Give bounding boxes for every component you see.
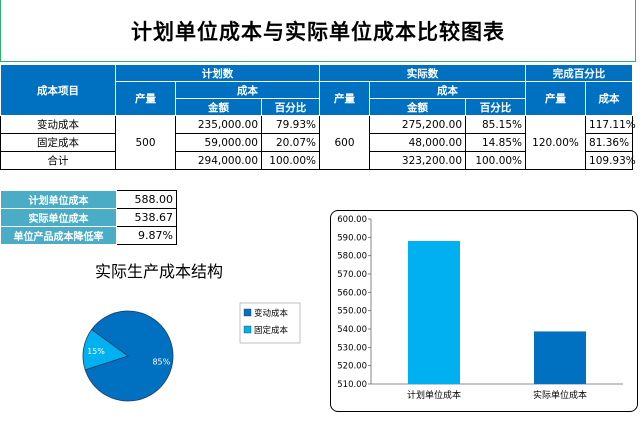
pie-chart-area: 实际生产成本结构 85% 15% 变动成本固定成本 — [0, 248, 318, 424]
summary-label: 实际单位成本 — [0, 208, 117, 227]
y-tick-label: 550.00 — [337, 307, 367, 317]
completion-cost: 109.93% — [585, 151, 636, 170]
bar — [408, 241, 460, 384]
summary-row: 计划单位成本 588.00 — [0, 190, 177, 209]
summary-row: 实际单位成本 538.67 — [0, 208, 177, 227]
y-tick-label: 510.00 — [337, 380, 367, 390]
header-actual-amount: 金额 — [369, 98, 467, 116]
actual-amount: 48,000.00 — [369, 133, 467, 152]
header-actual-percent: 百分比 — [465, 98, 527, 116]
completion-cost: 117.11% — [585, 115, 636, 134]
completion-output: 120.00% — [525, 115, 587, 170]
pie-data-label: 15% — [87, 347, 105, 356]
summary-label: 计划单位成本 — [0, 190, 117, 209]
header-plan-amount: 金额 — [175, 98, 262, 116]
header-actual-cost: 成本 — [369, 81, 527, 99]
header-actual: 实际数 — [319, 64, 527, 82]
row-name: 变动成本 — [0, 115, 116, 134]
summary-value: 538.67 — [116, 208, 177, 227]
y-tick-label: 520.00 — [337, 362, 367, 372]
plan-amount: 294,000.00 — [175, 151, 262, 170]
pie-data-label: 85% — [152, 357, 170, 366]
plan-percent: 20.07% — [260, 133, 321, 152]
summary-value: 9.87% — [116, 226, 177, 245]
y-tick-label: 580.00 — [337, 252, 367, 262]
row-name: 合计 — [0, 151, 116, 170]
bar-chart: 510.00 520.00 530.00 540.00 550.00 560.00 570.… — [337, 215, 623, 401]
row-name: 固定成本 — [0, 133, 116, 152]
table-row: 变动成本 500 235,000.00 79.93% 600 275,200.0… — [0, 115, 636, 170]
bar-chart-area: 510.00 520.00 530.00 540.00 550.00 560.00 570.… — [330, 210, 638, 412]
pie-title: 实际生产成本结构 — [94, 262, 223, 281]
actual-percent: 100.00% — [465, 151, 527, 170]
x-tick-label: 实际单位成本 — [533, 389, 587, 401]
header-completion-output: 产量 — [525, 81, 587, 116]
y-tick-label: 540.00 — [337, 325, 367, 335]
summary-label: 单位产品成本降低率 — [0, 226, 117, 245]
summary-table: 计划单位成本 588.00 实际单位成本 538.67 单位产品成本降低率 9.… — [0, 190, 177, 245]
table-row: 固定成本 59,000.00 20.07% 48,000.00 14.85% 8… — [0, 133, 634, 152]
bar — [534, 331, 586, 384]
actual-percent: 85.15% — [465, 115, 527, 134]
header-actual-output: 产量 — [319, 81, 371, 116]
header-plan: 计划数 — [114, 64, 321, 82]
legend-swatch — [243, 308, 252, 317]
plan-amount: 235,000.00 — [175, 115, 262, 134]
actual-amount: 275,200.00 — [369, 115, 467, 134]
x-tick-label: 计划单位成本 — [407, 389, 461, 401]
y-tick-label: 530.00 — [337, 343, 367, 353]
table-row: 合计 294,000.00 100.00% 323,200.00 100.00%… — [0, 151, 636, 170]
plan-output: 500 — [115, 115, 176, 170]
legend-swatch — [243, 325, 252, 334]
header-completion-cost: 成本 — [585, 81, 634, 116]
summary-value: 588.00 — [116, 190, 177, 209]
summary-row: 单位产品成本降低率 9.87% — [0, 226, 177, 245]
plan-percent: 79.93% — [260, 115, 321, 134]
actual-amount: 323,200.00 — [369, 151, 467, 170]
actual-output: 600 — [319, 115, 371, 170]
y-tick-label: 590.00 — [337, 233, 367, 243]
header-plan-percent: 百分比 — [260, 98, 321, 116]
legend-entry: 固定成本 — [254, 325, 289, 336]
completion-cost: 81.36% — [585, 133, 634, 152]
actual-percent: 14.85% — [465, 133, 527, 152]
y-tick-label: 600.00 — [337, 215, 367, 225]
plan-amount: 59,000.00 — [175, 133, 262, 152]
title-bar: 计划单位成本与实际单位成本比较图表 — [0, 0, 636, 62]
y-tick-label: 570.00 — [337, 270, 367, 280]
pie-slice — [84, 310, 174, 402]
header-plan-output: 产量 — [115, 81, 176, 116]
header-item: 成本项目 — [0, 64, 116, 116]
header-plan-cost: 成本 — [174, 81, 321, 99]
pie-slice — [82, 328, 129, 371]
plan-percent: 100.00% — [260, 151, 321, 170]
header-completion: 完成百分比 — [525, 64, 634, 82]
legend-entry: 变动成本 — [254, 308, 289, 319]
cost-table: 成本项目 计划数 实际数 完成百分比 产量 成本 产量 成本 产量 成本 金额 … — [0, 64, 636, 170]
y-tick-label: 560.00 — [337, 288, 367, 298]
page-title: 计划单位成本与实际单位成本比较图表 — [131, 19, 505, 44]
